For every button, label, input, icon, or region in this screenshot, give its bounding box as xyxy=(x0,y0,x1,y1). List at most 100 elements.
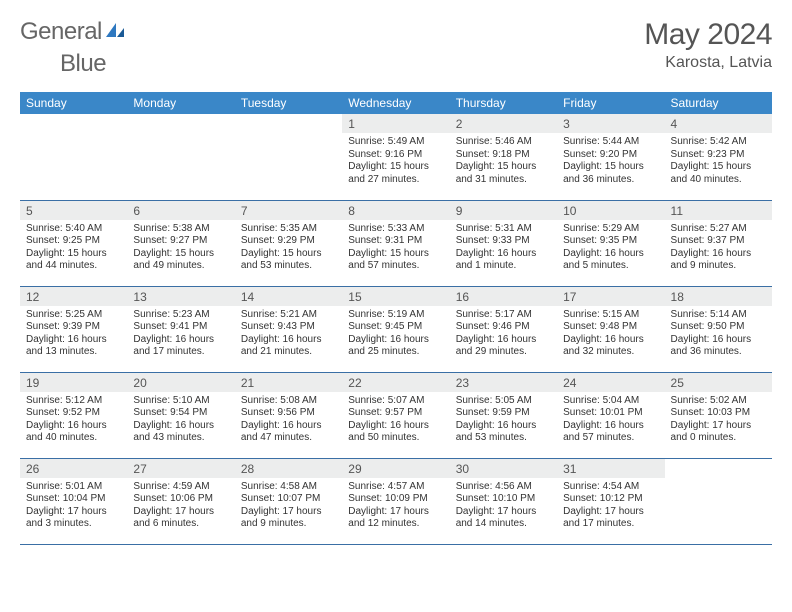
day-detail: Sunrise: 5:38 AMSunset: 9:27 PMDaylight:… xyxy=(127,220,234,277)
calendar-cell: 1Sunrise: 5:49 AMSunset: 9:16 PMDaylight… xyxy=(342,114,449,200)
brand-logo: General xyxy=(20,18,126,46)
calendar-week: ......1Sunrise: 5:49 AMSunset: 9:16 PMDa… xyxy=(20,114,772,200)
brand-word-1: General xyxy=(20,18,102,46)
calendar-cell: 13Sunrise: 5:23 AMSunset: 9:41 PMDayligh… xyxy=(127,286,234,372)
day-number: 2 xyxy=(450,114,557,133)
dow-thu: Thursday xyxy=(450,92,557,114)
day-number: 6 xyxy=(127,201,234,220)
calendar-cell: 16Sunrise: 5:17 AMSunset: 9:46 PMDayligh… xyxy=(450,286,557,372)
dow-header-row: Sunday Monday Tuesday Wednesday Thursday… xyxy=(20,92,772,114)
day-detail: Sunrise: 5:14 AMSunset: 9:50 PMDaylight:… xyxy=(665,306,772,363)
day-number: 27 xyxy=(127,459,234,478)
day-detail: Sunrise: 5:07 AMSunset: 9:57 PMDaylight:… xyxy=(342,392,449,449)
day-number: 28 xyxy=(235,459,342,478)
day-detail: Sunrise: 5:12 AMSunset: 9:52 PMDaylight:… xyxy=(20,392,127,449)
calendar-cell: 20Sunrise: 5:10 AMSunset: 9:54 PMDayligh… xyxy=(127,372,234,458)
day-number: 20 xyxy=(127,373,234,392)
calendar-cell: 4Sunrise: 5:42 AMSunset: 9:23 PMDaylight… xyxy=(665,114,772,200)
day-number: 3 xyxy=(557,114,664,133)
day-number: 30 xyxy=(450,459,557,478)
day-detail: Sunrise: 5:40 AMSunset: 9:25 PMDaylight:… xyxy=(20,220,127,277)
day-detail: Sunrise: 5:49 AMSunset: 9:16 PMDaylight:… xyxy=(342,133,449,190)
day-detail: Sunrise: 5:46 AMSunset: 9:18 PMDaylight:… xyxy=(450,133,557,190)
dow-mon: Monday xyxy=(127,92,234,114)
day-detail: Sunrise: 5:27 AMSunset: 9:37 PMDaylight:… xyxy=(665,220,772,277)
day-number: 10 xyxy=(557,201,664,220)
day-number: 31 xyxy=(557,459,664,478)
day-number: 5 xyxy=(20,201,127,220)
day-detail: Sunrise: 5:23 AMSunset: 9:41 PMDaylight:… xyxy=(127,306,234,363)
day-detail: Sunrise: 4:57 AMSunset: 10:09 PMDaylight… xyxy=(342,478,449,535)
day-detail: Sunrise: 4:59 AMSunset: 10:06 PMDaylight… xyxy=(127,478,234,535)
day-detail: Sunrise: 5:01 AMSunset: 10:04 PMDaylight… xyxy=(20,478,127,535)
day-detail: Sunrise: 5:05 AMSunset: 9:59 PMDaylight:… xyxy=(450,392,557,449)
day-detail: Sunrise: 5:21 AMSunset: 9:43 PMDaylight:… xyxy=(235,306,342,363)
day-detail: Sunrise: 5:19 AMSunset: 9:45 PMDaylight:… xyxy=(342,306,449,363)
dow-wed: Wednesday xyxy=(342,92,449,114)
day-detail: Sunrise: 5:04 AMSunset: 10:01 PMDaylight… xyxy=(557,392,664,449)
calendar-cell: 31Sunrise: 4:54 AMSunset: 10:12 PMDaylig… xyxy=(557,458,664,544)
calendar-cell: 6Sunrise: 5:38 AMSunset: 9:27 PMDaylight… xyxy=(127,200,234,286)
day-number: 7 xyxy=(235,201,342,220)
location-label: Karosta, Latvia xyxy=(644,54,772,72)
calendar-table: Sunday Monday Tuesday Wednesday Thursday… xyxy=(20,92,772,545)
calendar-cell-empty: .. xyxy=(20,114,127,200)
day-detail: Sunrise: 5:25 AMSunset: 9:39 PMDaylight:… xyxy=(20,306,127,363)
calendar-cell: 9Sunrise: 5:31 AMSunset: 9:33 PMDaylight… xyxy=(450,200,557,286)
day-number: 15 xyxy=(342,287,449,306)
calendar-cell: 19Sunrise: 5:12 AMSunset: 9:52 PMDayligh… xyxy=(20,372,127,458)
day-detail: Sunrise: 5:17 AMSunset: 9:46 PMDaylight:… xyxy=(450,306,557,363)
day-number: 26 xyxy=(20,459,127,478)
day-detail: Sunrise: 5:44 AMSunset: 9:20 PMDaylight:… xyxy=(557,133,664,190)
dow-sat: Saturday xyxy=(665,92,772,114)
day-detail: Sunrise: 5:10 AMSunset: 9:54 PMDaylight:… xyxy=(127,392,234,449)
month-title: May 2024 xyxy=(644,18,772,52)
day-number: 29 xyxy=(342,459,449,478)
calendar-cell: 17Sunrise: 5:15 AMSunset: 9:48 PMDayligh… xyxy=(557,286,664,372)
calendar-cell: 7Sunrise: 5:35 AMSunset: 9:29 PMDaylight… xyxy=(235,200,342,286)
dow-tue: Tuesday xyxy=(235,92,342,114)
day-number: 8 xyxy=(342,201,449,220)
calendar-cell: 3Sunrise: 5:44 AMSunset: 9:20 PMDaylight… xyxy=(557,114,664,200)
day-number: 14 xyxy=(235,287,342,306)
calendar-cell: 15Sunrise: 5:19 AMSunset: 9:45 PMDayligh… xyxy=(342,286,449,372)
dow-fri: Friday xyxy=(557,92,664,114)
calendar-cell: 22Sunrise: 5:07 AMSunset: 9:57 PMDayligh… xyxy=(342,372,449,458)
calendar-cell-empty: .. xyxy=(127,114,234,200)
day-detail: Sunrise: 5:15 AMSunset: 9:48 PMDaylight:… xyxy=(557,306,664,363)
calendar-cell: 18Sunrise: 5:14 AMSunset: 9:50 PMDayligh… xyxy=(665,286,772,372)
dow-sun: Sunday xyxy=(20,92,127,114)
day-number: 1 xyxy=(342,114,449,133)
day-number: 12 xyxy=(20,287,127,306)
day-detail: Sunrise: 4:56 AMSunset: 10:10 PMDaylight… xyxy=(450,478,557,535)
day-number: 16 xyxy=(450,287,557,306)
day-detail: Sunrise: 4:58 AMSunset: 10:07 PMDaylight… xyxy=(235,478,342,535)
calendar-cell: 29Sunrise: 4:57 AMSunset: 10:09 PMDaylig… xyxy=(342,458,449,544)
calendar-cell-empty: .. xyxy=(665,458,772,544)
calendar-cell: 11Sunrise: 5:27 AMSunset: 9:37 PMDayligh… xyxy=(665,200,772,286)
day-detail: Sunrise: 5:33 AMSunset: 9:31 PMDaylight:… xyxy=(342,220,449,277)
day-number: 21 xyxy=(235,373,342,392)
day-detail: Sunrise: 5:35 AMSunset: 9:29 PMDaylight:… xyxy=(235,220,342,277)
calendar-cell: 28Sunrise: 4:58 AMSunset: 10:07 PMDaylig… xyxy=(235,458,342,544)
title-block: May 2024 Karosta, Latvia xyxy=(644,18,772,72)
calendar-cell: 25Sunrise: 5:02 AMSunset: 10:03 PMDaylig… xyxy=(665,372,772,458)
calendar-cell: 24Sunrise: 5:04 AMSunset: 10:01 PMDaylig… xyxy=(557,372,664,458)
calendar-body: ...... 1Sunrise: 5:49 AMSunset: 9:16 PMDa… xyxy=(20,114,772,544)
day-detail: Sunrise: 5:42 AMSunset: 9:23 PMDaylight:… xyxy=(665,133,772,190)
day-number: 4 xyxy=(665,114,772,133)
calendar-cell: 27Sunrise: 4:59 AMSunset: 10:06 PMDaylig… xyxy=(127,458,234,544)
calendar-cell: 2Sunrise: 5:46 AMSunset: 9:18 PMDaylight… xyxy=(450,114,557,200)
calendar-week: 19Sunrise: 5:12 AMSunset: 9:52 PMDayligh… xyxy=(20,372,772,458)
calendar-week: 12Sunrise: 5:25 AMSunset: 9:39 PMDayligh… xyxy=(20,286,772,372)
day-number: 19 xyxy=(20,373,127,392)
brand-sail-icon xyxy=(104,18,126,46)
calendar-cell: 21Sunrise: 5:08 AMSunset: 9:56 PMDayligh… xyxy=(235,372,342,458)
day-detail: Sunrise: 5:08 AMSunset: 9:56 PMDaylight:… xyxy=(235,392,342,449)
day-number: 24 xyxy=(557,373,664,392)
day-number: 18 xyxy=(665,287,772,306)
day-number: 23 xyxy=(450,373,557,392)
day-number: 11 xyxy=(665,201,772,220)
day-number: 13 xyxy=(127,287,234,306)
day-number: 25 xyxy=(665,373,772,392)
